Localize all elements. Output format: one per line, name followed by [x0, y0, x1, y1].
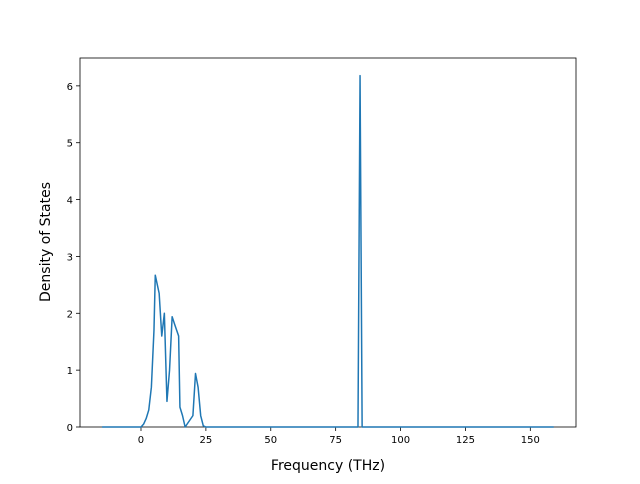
y-tick-label: 6: [67, 82, 73, 93]
x-tick-label: 75: [329, 435, 342, 446]
y-axis-label: Density of States: [38, 182, 54, 302]
x-tick-label: 125: [456, 435, 475, 446]
y-tick-label: 1: [67, 366, 73, 377]
y-tick-label: 5: [67, 139, 73, 150]
axes-frame: [79, 57, 577, 428]
y-tick-label: 3: [67, 252, 73, 263]
line: [102, 74, 554, 428]
y-tick-label: 4: [67, 196, 73, 207]
x-tick-label: 50: [264, 435, 277, 446]
y-tick-label: 0: [67, 423, 73, 434]
x-tick-label: 0: [138, 435, 144, 446]
x-tick-label: 100: [391, 435, 410, 446]
y-tick-label: 2: [67, 309, 73, 320]
x-tick-label: 25: [200, 435, 213, 446]
x-tick-label: 150: [521, 435, 540, 446]
x-axis-label: Frequency (THz): [271, 458, 385, 474]
